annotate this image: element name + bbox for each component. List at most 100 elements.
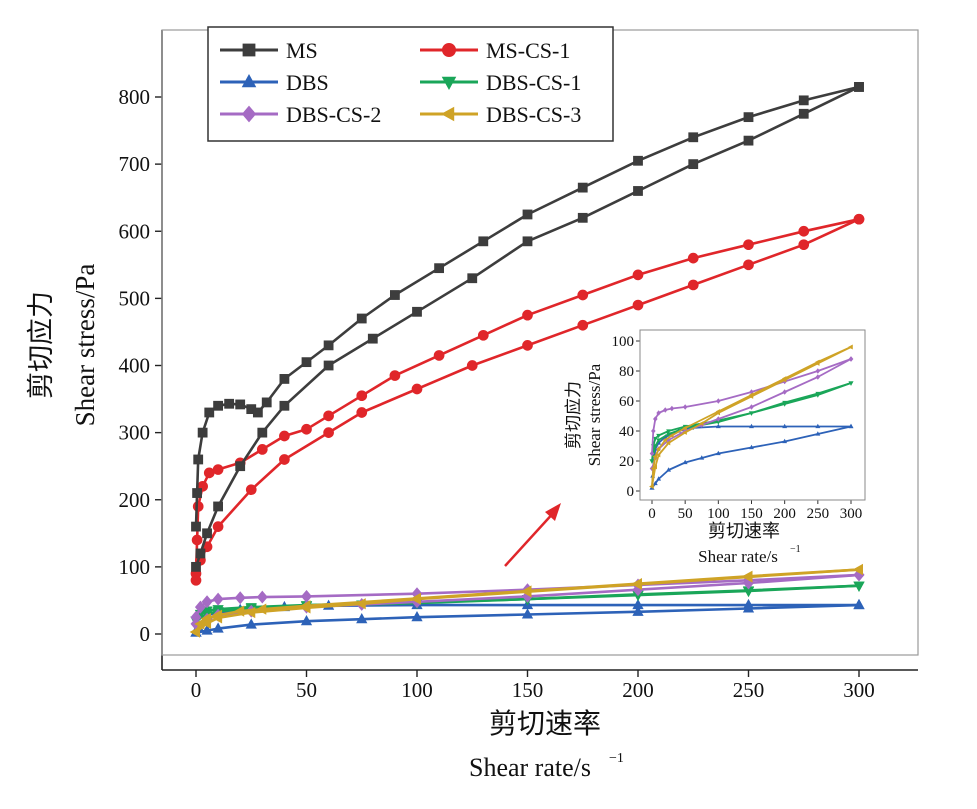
main-point bbox=[522, 309, 533, 321]
main-point bbox=[853, 598, 865, 610]
main-point bbox=[191, 534, 203, 546]
inset-point bbox=[782, 438, 788, 444]
inset-point bbox=[716, 416, 721, 422]
main-point bbox=[234, 591, 246, 605]
main-point bbox=[323, 340, 334, 351]
main-point bbox=[245, 606, 256, 619]
inset-point bbox=[669, 433, 674, 438]
main-point bbox=[279, 430, 290, 442]
inset-plot-frame bbox=[639, 329, 866, 501]
legend-item-dbs-cs-3: DBS-CS-3 bbox=[420, 102, 581, 127]
main-point bbox=[192, 501, 204, 512]
main-point bbox=[355, 598, 366, 610]
main-y-tick-label: 700 bbox=[119, 152, 151, 176]
inset-point bbox=[662, 407, 668, 413]
main-point bbox=[192, 488, 203, 498]
inset-point bbox=[848, 423, 854, 429]
main-point bbox=[191, 521, 201, 532]
main-point bbox=[356, 613, 368, 624]
main-point bbox=[301, 423, 312, 435]
main-point bbox=[279, 400, 290, 411]
main-series-ms bbox=[191, 82, 864, 572]
main-point bbox=[854, 82, 864, 92]
inset-ylabel: 剪切应力 Shear stress/Pa bbox=[564, 363, 604, 466]
main-point bbox=[213, 400, 224, 411]
legend-label: DBS bbox=[286, 70, 329, 95]
main-point bbox=[688, 132, 699, 143]
inset-point bbox=[749, 404, 754, 410]
main-point bbox=[522, 236, 533, 247]
inset-ylabel-cn: 剪切应力 bbox=[564, 381, 583, 449]
main-y-tick-label: 100 bbox=[119, 555, 151, 579]
main-point bbox=[301, 357, 312, 368]
legend-label: DBS-CS-3 bbox=[486, 102, 581, 127]
main-point bbox=[235, 461, 246, 472]
main-ylabel-cn: 剪切应力 bbox=[26, 291, 56, 399]
main-point bbox=[323, 427, 334, 438]
inset-axes: 0 50 100 150 200 250 300 0 20 40 60 80 100 bbox=[612, 334, 863, 522]
main-x-tick-label: 100 bbox=[401, 678, 433, 702]
inset-point bbox=[652, 444, 658, 449]
inset-line-up bbox=[651, 346, 852, 487]
inset-point bbox=[749, 444, 754, 450]
main-point bbox=[211, 612, 223, 624]
inset-xlabel-en: Shear rate/s bbox=[698, 547, 778, 566]
main-point bbox=[194, 600, 206, 614]
main-point bbox=[633, 186, 643, 196]
main-point bbox=[212, 622, 224, 633]
main-point bbox=[522, 340, 533, 351]
inset-point bbox=[715, 423, 721, 429]
main-point bbox=[467, 273, 478, 284]
inset-point bbox=[662, 437, 667, 443]
main-point bbox=[743, 112, 754, 123]
inset-point bbox=[716, 398, 721, 404]
inset-point bbox=[815, 391, 821, 397]
legend-item-dbs: DBS bbox=[220, 70, 329, 95]
legend-label: MS-CS-1 bbox=[486, 38, 570, 63]
main-point bbox=[356, 313, 367, 324]
inset-series-layer bbox=[649, 344, 854, 490]
main-point bbox=[300, 615, 313, 626]
main-x-tick-label: 250 bbox=[733, 678, 765, 702]
legend-box bbox=[207, 26, 614, 142]
main-x-tick-label: 150 bbox=[512, 678, 544, 702]
main-point bbox=[412, 306, 422, 317]
inset-point bbox=[665, 440, 671, 446]
main-point bbox=[743, 239, 754, 251]
main-point bbox=[577, 319, 589, 331]
main-point bbox=[235, 399, 246, 410]
inset-arrow bbox=[504, 503, 561, 567]
main-point bbox=[200, 617, 212, 629]
main-point bbox=[323, 360, 334, 371]
inset-point bbox=[815, 368, 821, 374]
main-point bbox=[204, 407, 215, 418]
inset-point bbox=[848, 381, 854, 386]
inset-point bbox=[699, 421, 704, 426]
main-point bbox=[323, 410, 334, 422]
inset-point bbox=[699, 455, 705, 460]
main-y-tick-label: 400 bbox=[119, 354, 151, 378]
main-point bbox=[201, 624, 213, 635]
main-y-tick-label: 800 bbox=[119, 85, 151, 109]
legend-swatch-marker bbox=[440, 106, 455, 122]
inset-point bbox=[652, 464, 657, 470]
main-point bbox=[261, 397, 272, 408]
main-point bbox=[213, 501, 224, 512]
inset-point bbox=[682, 430, 687, 435]
legend-item-dbs-cs-2: DBS-CS-2 bbox=[220, 102, 381, 127]
main-point bbox=[191, 561, 201, 572]
main-point bbox=[389, 290, 400, 300]
main-point bbox=[633, 155, 643, 166]
inset-point bbox=[656, 438, 662, 443]
inset-point bbox=[653, 416, 658, 422]
inset-point bbox=[655, 452, 661, 458]
inset-point bbox=[651, 428, 656, 434]
inset-point bbox=[652, 436, 658, 442]
inset-point bbox=[649, 459, 655, 464]
main-point bbox=[411, 383, 423, 395]
inset-point bbox=[749, 423, 754, 429]
main-point bbox=[212, 521, 224, 532]
main-point bbox=[300, 602, 311, 614]
main-x-tick-label: 200 bbox=[622, 678, 654, 702]
